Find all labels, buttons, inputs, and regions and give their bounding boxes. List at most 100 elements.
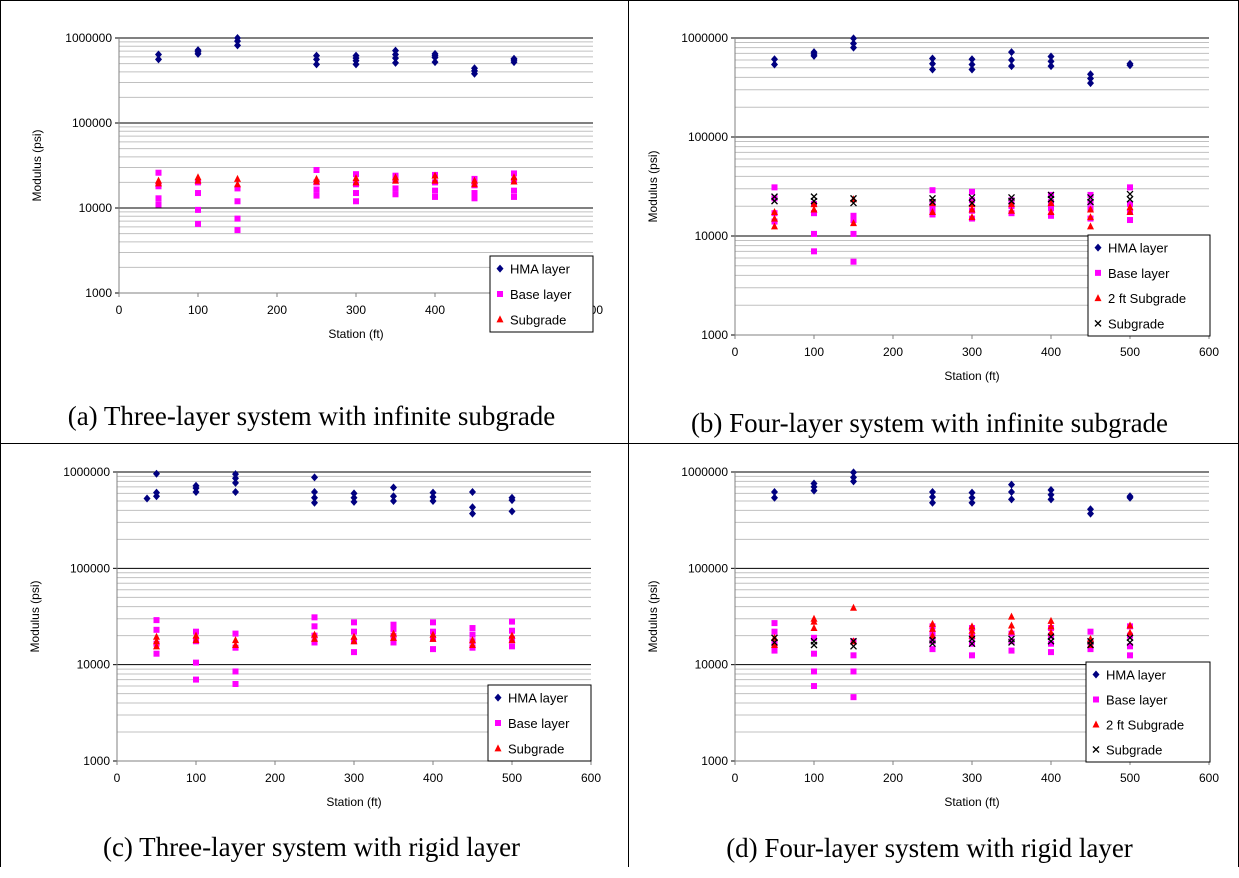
data-point xyxy=(509,627,515,634)
data-point xyxy=(1087,637,1094,645)
data-point xyxy=(352,174,360,182)
data-point xyxy=(351,628,357,635)
x-tick-label: 200 xyxy=(883,771,903,785)
series-2-ft-subgrade xyxy=(771,195,1134,230)
data-point xyxy=(1126,190,1134,198)
data-point xyxy=(234,41,241,50)
data-point xyxy=(1087,194,1094,201)
data-point xyxy=(771,193,778,201)
data-point xyxy=(193,676,199,683)
y-tick-label: 100000 xyxy=(70,561,110,575)
y-tick-label: 10000 xyxy=(79,201,113,215)
data-point xyxy=(155,169,162,176)
y-tick-label: 1000000 xyxy=(681,31,728,45)
data-point xyxy=(1047,62,1055,71)
data-point xyxy=(810,205,818,213)
data-point xyxy=(850,230,857,237)
x-tick-label: 500 xyxy=(1120,771,1140,785)
data-point xyxy=(1047,495,1055,504)
data-point xyxy=(1047,490,1055,499)
vertical-divider xyxy=(628,0,629,867)
data-point xyxy=(929,636,936,644)
data-point xyxy=(968,498,976,507)
data-point xyxy=(192,481,200,490)
data-point xyxy=(471,176,478,184)
data-point xyxy=(429,634,437,642)
data-point xyxy=(195,220,201,227)
data-point xyxy=(771,634,778,642)
data-point xyxy=(429,488,437,497)
data-point xyxy=(153,617,160,624)
data-point xyxy=(929,207,936,215)
y-tick-label: 1000000 xyxy=(63,465,110,479)
data-point xyxy=(311,473,318,482)
y-tick-label: 100000 xyxy=(72,116,112,130)
legend-marker xyxy=(494,744,502,752)
data-point xyxy=(929,619,936,627)
y-tick-label: 1000000 xyxy=(65,31,112,45)
data-point xyxy=(1008,495,1015,504)
y-axis-label: Modulus (psi) xyxy=(646,150,660,222)
x-tick-label: 300 xyxy=(344,771,364,785)
legend-label: Base layer xyxy=(1108,266,1170,281)
series-hma-layer xyxy=(771,34,1134,88)
data-point xyxy=(850,473,857,482)
data-point xyxy=(1126,634,1134,642)
data-point xyxy=(313,60,320,69)
data-point xyxy=(155,176,162,184)
data-point xyxy=(350,497,358,506)
x-tick-label: 400 xyxy=(423,771,443,785)
series-2-ft-subgrade xyxy=(771,603,1134,649)
data-point xyxy=(1087,509,1094,518)
data-point xyxy=(1126,621,1134,629)
legend-marker xyxy=(494,693,502,702)
y-tick-label: 1000000 xyxy=(681,465,728,479)
data-point xyxy=(1127,217,1133,224)
data-point xyxy=(390,483,397,492)
data-point xyxy=(311,493,318,502)
data-point xyxy=(810,49,818,58)
data-point xyxy=(311,634,318,642)
data-point xyxy=(1008,55,1015,64)
x-tick-label: 200 xyxy=(265,771,285,785)
legend-label: 2 ft Subgrade xyxy=(1108,291,1186,306)
data-point xyxy=(508,636,516,644)
data-point xyxy=(195,206,201,213)
data-point xyxy=(153,632,160,640)
data-point xyxy=(511,187,517,194)
data-point xyxy=(1047,191,1055,199)
legend-label: HMA layer xyxy=(1106,668,1167,683)
data-point xyxy=(850,34,857,43)
data-point xyxy=(1087,70,1094,79)
data-point xyxy=(1047,199,1055,207)
data-point xyxy=(153,488,160,497)
data-point xyxy=(313,166,320,173)
data-point xyxy=(390,496,397,505)
y-axis-label: Modulus (psi) xyxy=(30,129,44,201)
outer-border-left xyxy=(0,0,1,867)
legend-label: 2 ft Subgrade xyxy=(1106,718,1184,733)
x-tick-label: 300 xyxy=(962,771,982,785)
data-point xyxy=(1008,200,1015,208)
data-point xyxy=(929,194,936,202)
data-point xyxy=(850,637,857,645)
data-point xyxy=(771,222,778,230)
data-point xyxy=(509,643,515,650)
legend-label: HMA layer xyxy=(508,691,569,706)
data-point xyxy=(968,493,976,502)
data-point xyxy=(431,171,439,179)
data-point xyxy=(351,649,357,656)
x-tick-label: 500 xyxy=(502,771,522,785)
data-point xyxy=(1048,212,1054,219)
data-point xyxy=(1008,206,1015,214)
data-point xyxy=(390,492,397,501)
data-point xyxy=(313,186,320,193)
data-point xyxy=(968,205,976,213)
data-point xyxy=(850,603,857,611)
data-point xyxy=(469,625,476,632)
legend-marker xyxy=(495,720,501,726)
data-point xyxy=(508,631,516,639)
data-point xyxy=(811,230,817,237)
data-point xyxy=(155,55,162,64)
y-tick-label: 1000 xyxy=(85,286,112,300)
